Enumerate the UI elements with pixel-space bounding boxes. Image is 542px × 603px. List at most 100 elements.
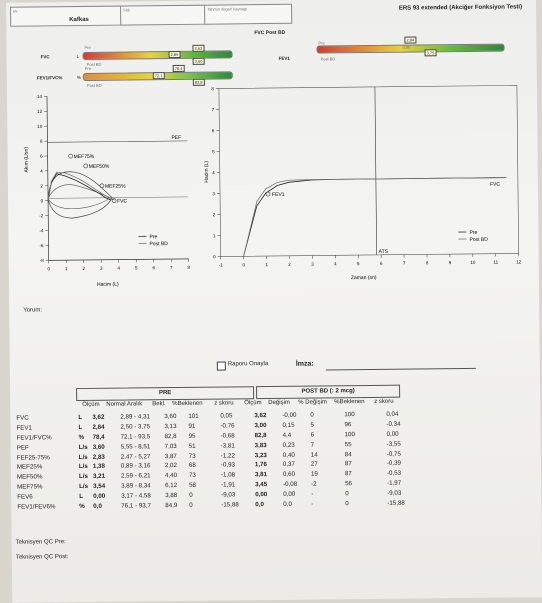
cell-aralik: 2,50 - 3,75 (118, 422, 162, 432)
cell-post: 3,83 (253, 440, 281, 450)
cell-deg: 0,0 (281, 499, 309, 509)
vt-ylabel: Hacim (L) (204, 161, 210, 183)
cell-z: -0,93 (219, 460, 253, 470)
cell-z: -3,81 (219, 441, 253, 451)
fv-ytick-label: 12 (37, 109, 43, 114)
fv-marker-mef50 (84, 164, 88, 168)
cell-olcum: 2,83 (91, 452, 119, 462)
cell-name: MEF75% (15, 482, 77, 492)
cell-post: 0,00 (253, 489, 281, 499)
cell-deg: 0,00 (281, 489, 309, 499)
cell-pz: 0,00 (385, 429, 419, 439)
cell-deg: 4,4 (281, 430, 309, 440)
cell-name: FEV6 (15, 491, 77, 501)
header-field-ethnicity: Irk Kafkas (10, 6, 122, 27)
cell-pz: -3,55 (385, 439, 419, 449)
fvc-bar-label: FVC (41, 54, 50, 59)
vt-xlabel: Zaman (sn) (351, 275, 377, 281)
vt-xtick-label: 11 (493, 260, 498, 265)
fev1-num-1: 2,84 (404, 36, 416, 43)
fv-label-mef50: MEF50% (89, 164, 110, 170)
cell-z: -0,68 (219, 431, 253, 441)
fv-marker-mef25 (100, 184, 104, 188)
cell-bekl: 4,40 (163, 471, 187, 481)
vt-ytick-label: 0 (213, 254, 216, 259)
vt-label-ats: ATS (379, 249, 389, 255)
fv-ytick-label: -4 (39, 228, 44, 233)
fvc-range-bar (83, 50, 233, 60)
vt-xtick-label: 0 (242, 262, 245, 267)
cell-bekl: 7,03 (163, 441, 187, 451)
col-header-post-zskoru: z skoru (374, 399, 393, 405)
fv-xtick-label: 6 (153, 265, 156, 270)
cell-deg: 0,40 (281, 450, 309, 460)
fev1fvc-post-tag: Post BD (87, 83, 102, 88)
cell-bekl: 3,13 (162, 422, 186, 432)
cell-pdeg: 27 (309, 459, 343, 469)
fev1fvc-bar-unit: % (77, 75, 81, 80)
cell-aralik: 72,1 - 93,5 (119, 432, 163, 442)
vt-xtick-label: 5 (357, 261, 360, 266)
cell-name: FEV1/FEV6% (15, 501, 77, 511)
cell-deg: 0,23 (281, 440, 309, 450)
cell-olcum: 78,4 (91, 432, 119, 442)
vt-xtick-label: -1 (219, 263, 224, 268)
cell-pz: 0,04 (384, 409, 418, 419)
cell-name: MEF25% (15, 462, 77, 472)
cell-bekl: 6,12 (163, 480, 187, 490)
cell-unit: L (76, 413, 90, 423)
vt-label-fvc: FVC (490, 182, 500, 188)
section-pre: PRE (76, 386, 254, 401)
cell-olcum: 0,00 (91, 491, 119, 501)
vt-xtick-label: 3 (311, 262, 314, 267)
cell-olcum: 3,62 (90, 413, 118, 423)
vt-ytick-label: 8 (211, 86, 214, 91)
cell-pdeg: 6 (309, 430, 343, 440)
cell-pdeg: 19 (309, 469, 343, 479)
cell-pct: 101 (186, 412, 218, 422)
vt-xtick-label: 6 (380, 261, 383, 266)
cell-post: 82,8 (253, 431, 281, 441)
cell-name: FVC (14, 413, 76, 423)
approve-report-checkbox[interactable] (217, 361, 226, 370)
fv-xtick-label: 5 (135, 265, 138, 270)
cell-bekl: 3,88 (163, 490, 187, 500)
cell-olcum: 3,60 (91, 442, 119, 452)
vt-xtick-label: 10 (470, 260, 476, 265)
cell-aralik: 5,55 - 8,51 (119, 442, 163, 452)
fv-ylabel: Akım (L/sn) (24, 147, 30, 173)
cell-pz: -0,39 (385, 458, 419, 468)
fv-xtick-label: 1 (65, 266, 68, 271)
fev1fvc-num-1: 78,4 (173, 65, 185, 72)
cell-deg: 0,15 (280, 420, 308, 430)
fv-xtick-label: 3 (100, 266, 103, 271)
cell-z: -9,03 (219, 490, 253, 500)
vt-xtick-label: 12 (516, 259, 522, 264)
vt-series-line-pre (243, 178, 507, 257)
cell-olcum: 0,0 (91, 501, 119, 511)
cell-unit: L/s (77, 462, 91, 472)
comment-label: Yorum: (23, 307, 42, 313)
cell-unit: % (77, 433, 91, 443)
cell-pct: 73 (187, 470, 219, 480)
cell-pct: 91 (186, 421, 218, 431)
cell-pdeg: - (309, 489, 343, 499)
cell-deg: 0,37 (281, 460, 309, 470)
cell-pct: 0 (187, 500, 219, 510)
cell-deg: 0,60 (281, 469, 309, 479)
fv-ytick-label: 8 (40, 139, 43, 144)
cell-post: 1,76 (253, 460, 281, 470)
fvc-num-2: 2,89 (169, 51, 181, 58)
cell-ppct: 87 (343, 469, 385, 479)
cell-bekl: 82,8 (163, 432, 187, 442)
test-title: ERS 93 extended (Akciğer Fonksiyon Testi… (399, 4, 522, 11)
cell-post: 3,81 (253, 470, 281, 480)
cell-ppct: 100 (342, 410, 384, 420)
signature-line (326, 368, 476, 371)
cell-pct: 73 (187, 451, 219, 461)
fvc-post-bd-title: FVC Post BD (254, 30, 285, 36)
reference-label: Tahmin degeri kaynagi (207, 6, 247, 11)
vt-marker-fev1 (266, 192, 270, 196)
col-header-beklenen: %Beklenen (172, 401, 202, 407)
